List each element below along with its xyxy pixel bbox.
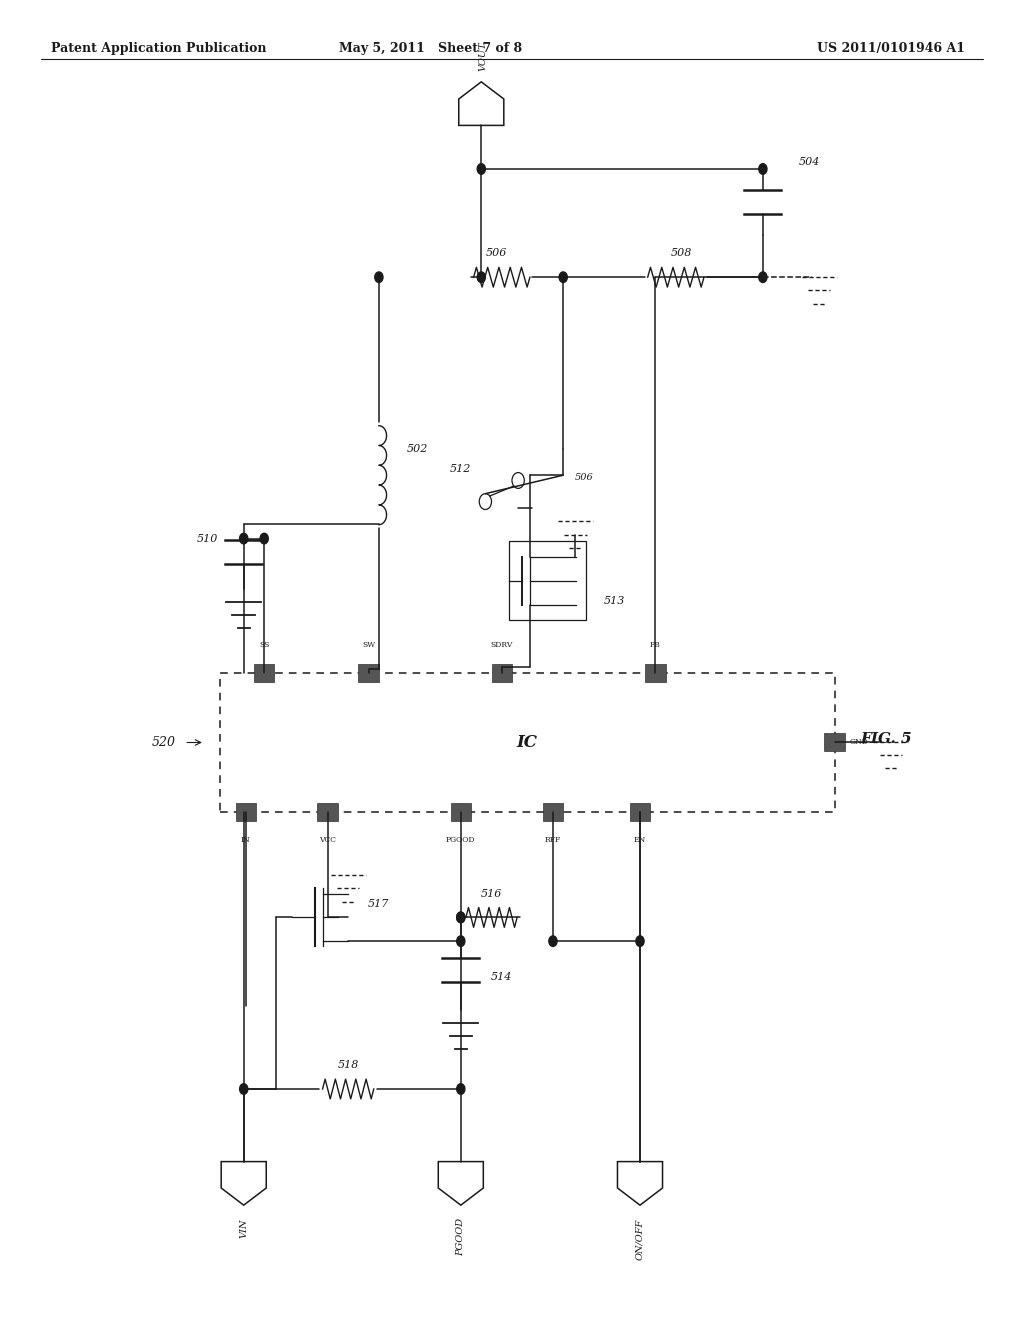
Text: VIN: VIN: [240, 1218, 248, 1238]
Bar: [510, 541, 586, 620]
Bar: [317, 803, 338, 821]
Text: FIG. 5: FIG. 5: [860, 733, 911, 746]
Text: 510: 510: [198, 533, 218, 544]
Circle shape: [457, 912, 465, 923]
Text: 520: 520: [152, 737, 176, 748]
Circle shape: [375, 272, 383, 282]
Text: 506: 506: [574, 474, 593, 482]
Text: 517: 517: [369, 899, 389, 909]
Text: SS: SS: [259, 642, 269, 649]
Text: 518: 518: [338, 1060, 358, 1071]
Circle shape: [457, 936, 465, 946]
Bar: [254, 664, 274, 682]
Circle shape: [457, 1084, 465, 1094]
Bar: [492, 664, 512, 682]
Text: Patent Application Publication: Patent Application Publication: [51, 42, 266, 55]
Circle shape: [240, 533, 248, 544]
Text: May 5, 2011   Sheet 7 of 8: May 5, 2011 Sheet 7 of 8: [339, 42, 521, 55]
Circle shape: [636, 936, 644, 946]
Circle shape: [759, 164, 767, 174]
Text: VCC: VCC: [319, 836, 336, 843]
Text: 514: 514: [492, 972, 512, 982]
Bar: [220, 673, 835, 812]
Bar: [543, 803, 563, 821]
Circle shape: [549, 936, 557, 946]
Bar: [630, 803, 650, 821]
Text: EN: EN: [634, 836, 646, 843]
Text: 506: 506: [486, 248, 507, 259]
Circle shape: [260, 533, 268, 544]
Text: PGOOD: PGOOD: [457, 1218, 465, 1257]
Circle shape: [477, 164, 485, 174]
Text: 513: 513: [604, 595, 625, 606]
Circle shape: [559, 272, 567, 282]
Circle shape: [759, 272, 767, 282]
Text: RFF: RFF: [545, 836, 561, 843]
Text: US 2011/0101946 A1: US 2011/0101946 A1: [817, 42, 965, 55]
Bar: [824, 733, 845, 751]
Bar: [236, 803, 256, 821]
Text: IC: IC: [517, 734, 538, 751]
Text: 504: 504: [799, 157, 819, 168]
Text: 512: 512: [451, 463, 471, 474]
Text: 508: 508: [671, 248, 691, 259]
Text: SW: SW: [362, 642, 375, 649]
Bar: [645, 664, 666, 682]
Bar: [451, 803, 471, 821]
Text: 516: 516: [481, 888, 502, 899]
Text: IN: IN: [241, 836, 251, 843]
Circle shape: [457, 912, 465, 923]
Text: VOUT: VOUT: [479, 42, 487, 71]
Bar: [358, 664, 379, 682]
Text: PGOOD: PGOOD: [446, 836, 475, 843]
Circle shape: [240, 1084, 248, 1094]
Circle shape: [477, 272, 485, 282]
Text: ON/OFF: ON/OFF: [636, 1218, 644, 1259]
Text: GND: GND: [850, 738, 868, 746]
Text: 502: 502: [408, 444, 428, 454]
Text: SDRV: SDRV: [490, 642, 513, 649]
Text: FB: FB: [650, 642, 660, 649]
